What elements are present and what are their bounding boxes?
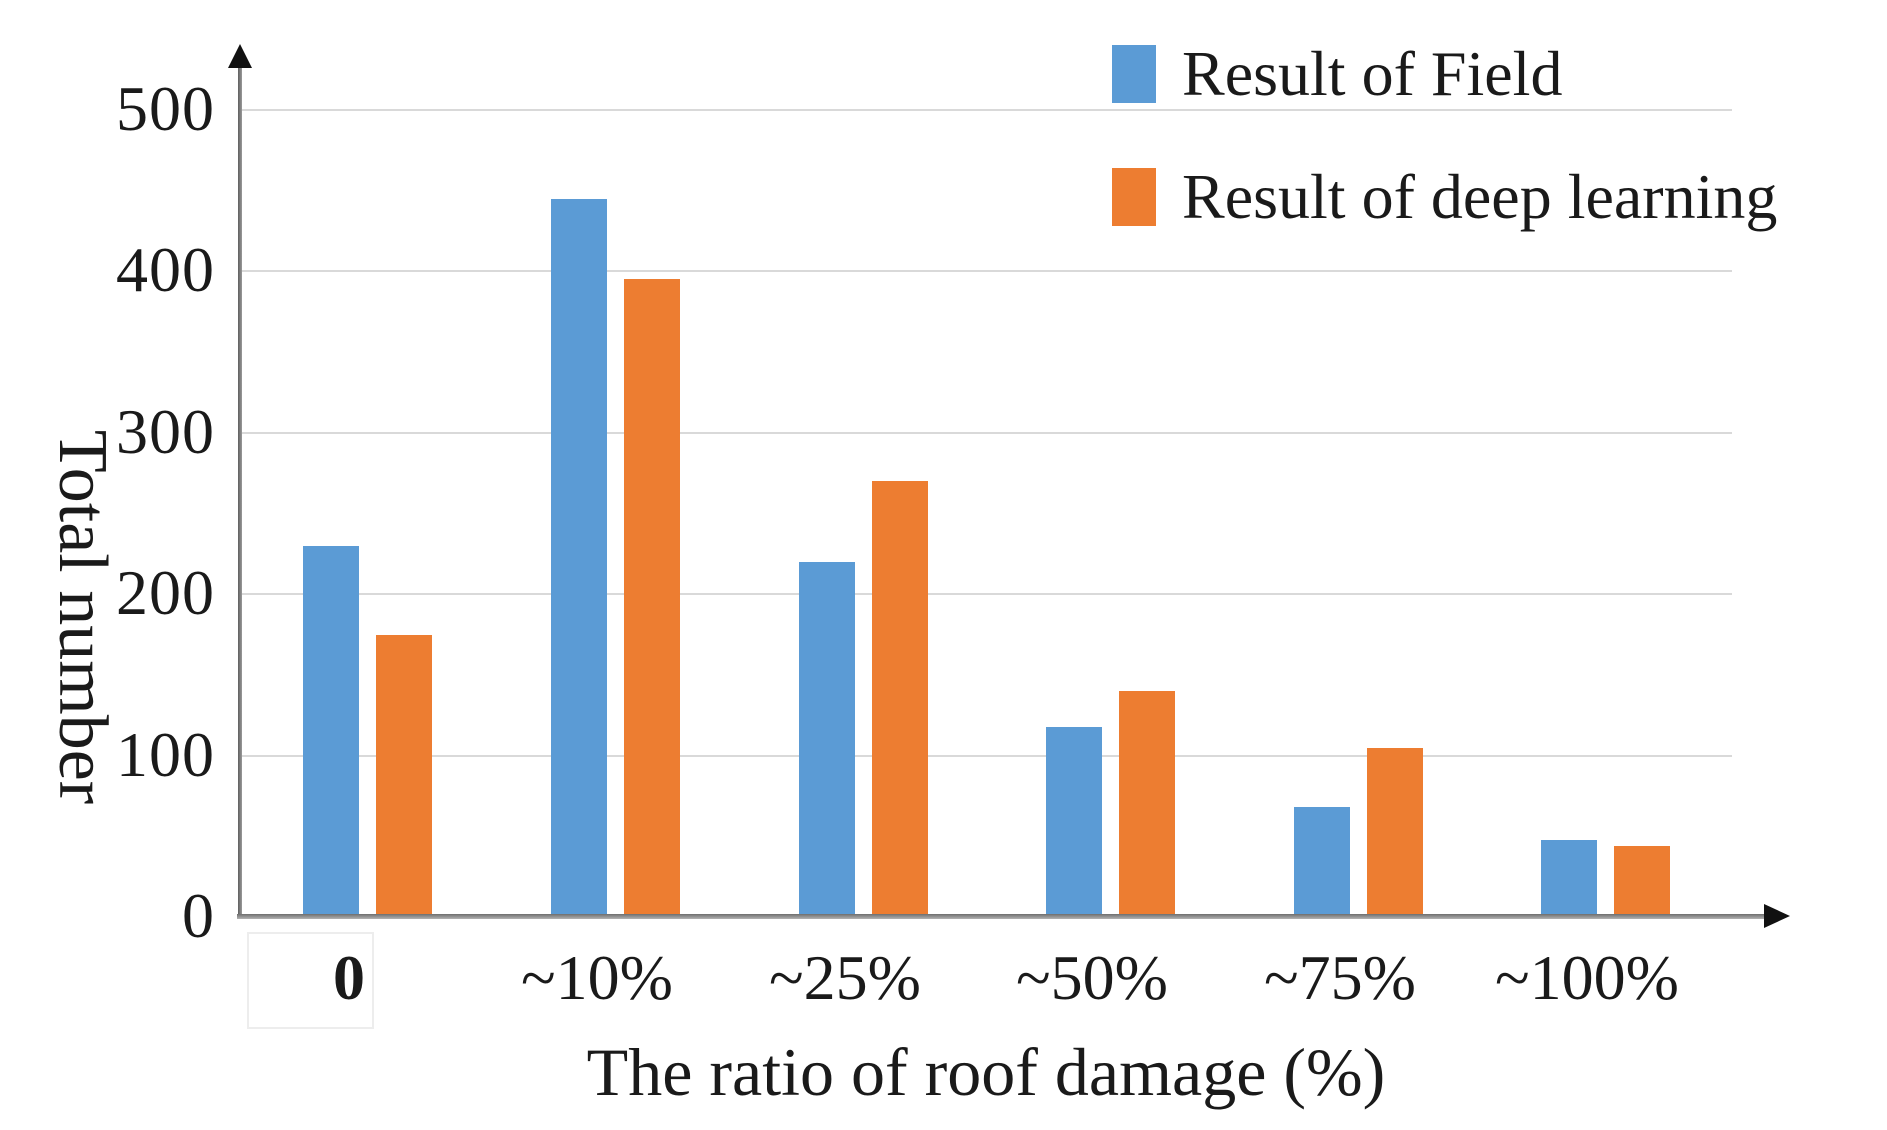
bar-field-~10%	[550, 199, 607, 917]
bar-field-~25%	[798, 562, 855, 917]
legend-item-field: Result of Field	[1112, 42, 1562, 106]
legend-swatch-field-icon	[1112, 45, 1156, 103]
x-axis-arrow-icon	[1764, 904, 1790, 928]
bar-field-~100%	[1540, 840, 1597, 917]
legend-item-deep-learning: Result of deep learning	[1112, 165, 1777, 229]
y-tick-label-500: 500	[116, 73, 215, 144]
gridline-300	[240, 431, 1732, 434]
bar-deep-learning-0	[375, 635, 432, 917]
ghost-selection-box	[247, 932, 374, 1029]
x-axis-title: The ratio of roof damage (%)	[586, 1034, 1386, 1110]
gridline-100	[240, 754, 1732, 757]
y-axis-arrow-icon	[228, 44, 252, 68]
x-tick-label-3: ~25%	[769, 942, 921, 1013]
y-tick-label-200: 200	[116, 557, 215, 629]
bar-deep-learning-~100%	[1613, 846, 1670, 917]
bar-deep-learning-~25%	[871, 481, 928, 917]
y-tick-label-0: 0	[182, 880, 215, 951]
y-axis-title: Total number	[44, 429, 121, 805]
x-tick-label-2: ~10%	[521, 942, 673, 1013]
bar-field-0	[302, 546, 359, 917]
x-axis-line	[237, 914, 1766, 919]
legend-label-field: Result of Field	[1182, 38, 1563, 109]
x-tick-label-1: 0	[333, 942, 365, 1013]
bar-deep-learning-~10%	[623, 279, 680, 917]
y-tick-label-400: 400	[116, 234, 215, 306]
y-tick-label-100: 100	[116, 718, 215, 790]
legend-label-deep-learning: Result of deep learning	[1182, 161, 1778, 232]
gridline-400	[240, 270, 1732, 273]
legend-swatch-deep-learning-icon	[1112, 168, 1156, 226]
gridline-200	[240, 593, 1732, 596]
bar-deep-learning-~75%	[1366, 748, 1423, 917]
bar-deep-learning-~50%	[1118, 691, 1175, 917]
x-tick-label-4: ~50%	[1016, 942, 1168, 1013]
gridline-500	[240, 109, 1732, 111]
y-axis-line	[238, 62, 242, 917]
x-tick-label-5: ~75%	[1264, 942, 1416, 1013]
x-tick-label-6: ~100%	[1495, 942, 1679, 1013]
bar-field-~75%	[1293, 807, 1350, 917]
bar-field-~50%	[1045, 727, 1102, 917]
y-tick-label-300: 300	[116, 395, 215, 467]
